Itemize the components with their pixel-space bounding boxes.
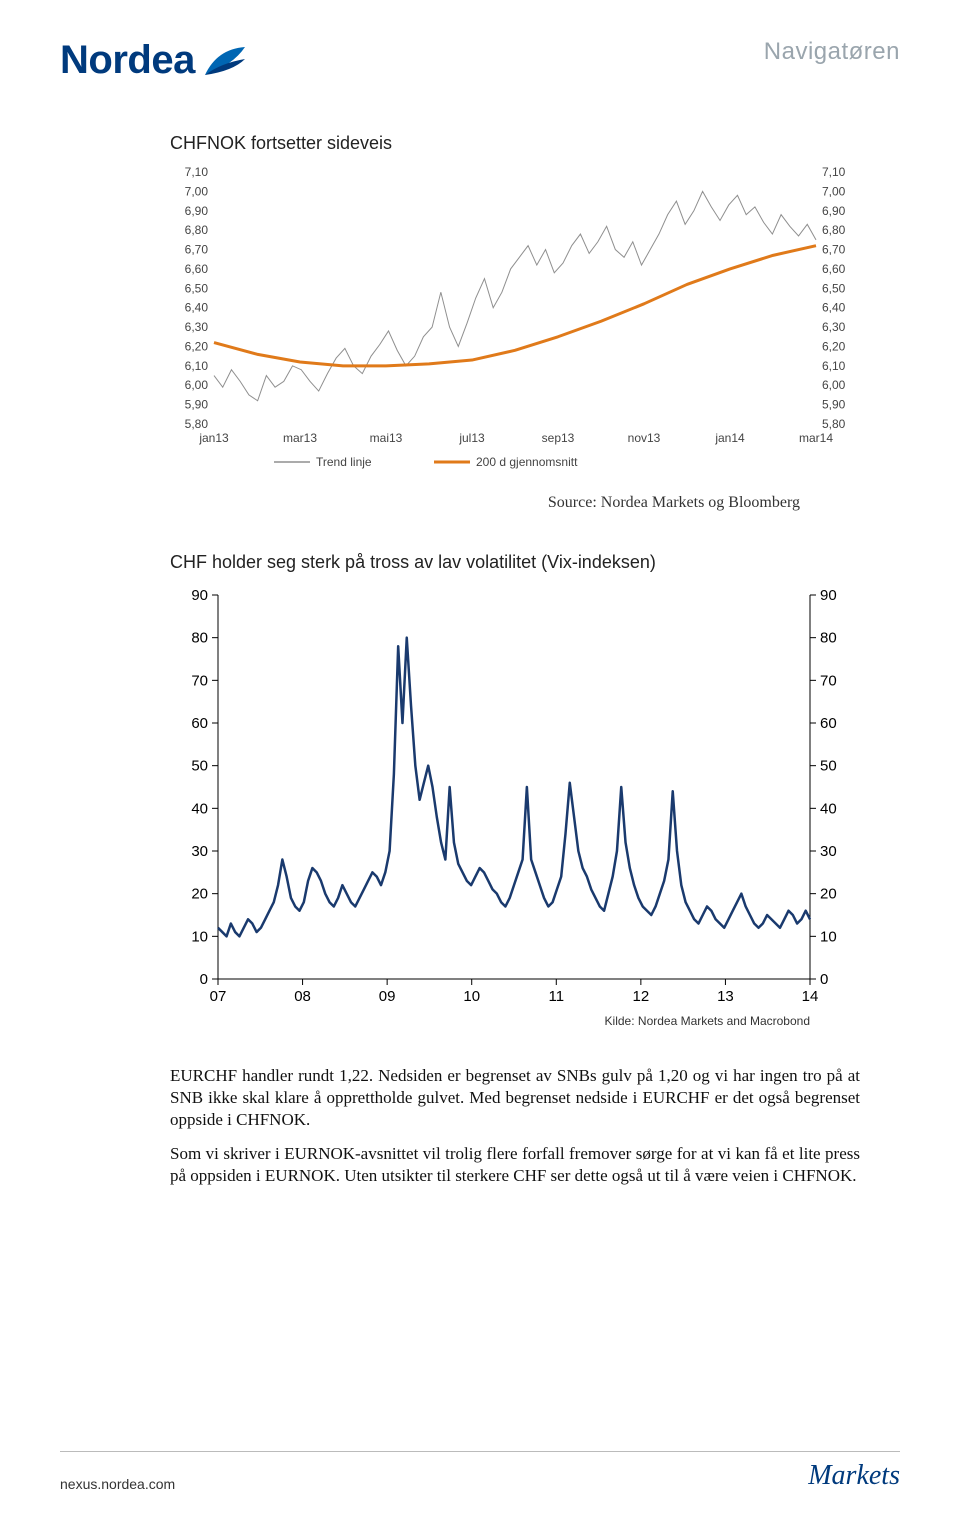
svg-text:30: 30 <box>820 843 837 860</box>
doc-label: Navigatøren <box>764 38 900 66</box>
svg-text:7,00: 7,00 <box>185 184 209 198</box>
svg-text:jan14: jan14 <box>714 431 745 445</box>
paragraph-1: EURCHF handler rundt 1,22. Nedsiden er b… <box>170 1065 860 1131</box>
svg-text:12: 12 <box>633 988 650 1005</box>
svg-text:5,80: 5,80 <box>185 417 209 431</box>
chart2: 9090808070706060505040403030202010100007… <box>170 585 860 1035</box>
svg-text:10: 10 <box>463 988 480 1005</box>
svg-text:sep13: sep13 <box>542 431 575 445</box>
chart2-title: CHF holder seg sterk på tross av lav vol… <box>170 552 860 573</box>
svg-text:5,80: 5,80 <box>822 417 846 431</box>
svg-text:mai13: mai13 <box>370 431 403 445</box>
brand-name: Nordea <box>60 38 195 83</box>
svg-text:80: 80 <box>820 630 837 647</box>
svg-text:0: 0 <box>820 971 828 988</box>
svg-text:mar13: mar13 <box>283 431 317 445</box>
svg-text:20: 20 <box>820 886 837 903</box>
svg-text:30: 30 <box>191 843 208 860</box>
svg-text:11: 11 <box>548 988 564 1005</box>
svg-text:6,60: 6,60 <box>185 262 209 276</box>
svg-text:jan13: jan13 <box>198 431 229 445</box>
svg-text:70: 70 <box>820 672 837 689</box>
chart1-title: CHFNOK fortsetter sideveis <box>170 133 860 154</box>
svg-text:6,90: 6,90 <box>185 204 209 218</box>
svg-text:0: 0 <box>200 971 208 988</box>
footer-brand: Markets <box>808 1460 900 1492</box>
svg-text:90: 90 <box>191 587 208 604</box>
svg-text:5,90: 5,90 <box>185 398 209 412</box>
svg-text:40: 40 <box>820 800 837 817</box>
svg-text:10: 10 <box>191 928 208 945</box>
svg-text:60: 60 <box>820 715 837 732</box>
svg-text:13: 13 <box>717 988 734 1005</box>
svg-text:Kilde: Nordea Markets and Macr: Kilde: Nordea Markets and Macrobond <box>605 1014 810 1028</box>
svg-text:10: 10 <box>820 928 837 945</box>
svg-text:7,00: 7,00 <box>822 184 846 198</box>
chart1-source: Source: Nordea Markets og Bloomberg <box>170 494 800 512</box>
svg-text:jul13: jul13 <box>458 431 485 445</box>
svg-text:50: 50 <box>191 758 208 775</box>
svg-text:7,10: 7,10 <box>822 166 846 179</box>
paragraph-2: Som vi skriver i EURNOK-avsnittet vil tr… <box>170 1143 860 1187</box>
svg-text:6,80: 6,80 <box>185 223 209 237</box>
svg-text:6,70: 6,70 <box>185 243 209 257</box>
svg-text:50: 50 <box>820 758 837 775</box>
svg-text:6,50: 6,50 <box>822 281 846 295</box>
svg-text:Trend linje: Trend linje <box>316 455 372 469</box>
svg-text:6,10: 6,10 <box>185 359 209 373</box>
svg-text:nov13: nov13 <box>628 431 661 445</box>
svg-text:08: 08 <box>294 988 311 1005</box>
svg-text:09: 09 <box>379 988 396 1005</box>
svg-text:6,80: 6,80 <box>822 223 846 237</box>
svg-text:6,10: 6,10 <box>822 359 846 373</box>
svg-text:200 d gjennomsnitt: 200 d gjennomsnitt <box>476 455 578 469</box>
svg-text:20: 20 <box>191 886 208 903</box>
sail-icon <box>203 45 247 77</box>
svg-text:14: 14 <box>802 988 819 1005</box>
svg-text:7,10: 7,10 <box>185 166 209 179</box>
svg-text:6,20: 6,20 <box>185 339 209 353</box>
footer: nexus.nordea.com Markets <box>60 1451 900 1492</box>
svg-text:6,90: 6,90 <box>822 204 846 218</box>
svg-text:90: 90 <box>820 587 837 604</box>
svg-text:6,00: 6,00 <box>185 378 209 392</box>
brand-logo: Nordea <box>60 38 247 83</box>
svg-text:40: 40 <box>191 800 208 817</box>
svg-text:6,00: 6,00 <box>822 378 846 392</box>
svg-text:07: 07 <box>210 988 227 1005</box>
svg-text:6,50: 6,50 <box>185 281 209 295</box>
svg-text:6,40: 6,40 <box>185 301 209 315</box>
svg-text:6,40: 6,40 <box>822 301 846 315</box>
svg-text:6,30: 6,30 <box>185 320 209 334</box>
svg-text:70: 70 <box>191 672 208 689</box>
svg-text:60: 60 <box>191 715 208 732</box>
svg-text:5,90: 5,90 <box>822 398 846 412</box>
chart1: 7,10 7,10 7,00 7,00 6,90 6,90 6,80 6,80 6,70 6,70… <box>170 166 860 476</box>
header: Nordea Navigatøren <box>60 38 900 83</box>
svg-text:6,20: 6,20 <box>822 339 846 353</box>
svg-text:6,60: 6,60 <box>822 262 846 276</box>
svg-text:6,30: 6,30 <box>822 320 846 334</box>
svg-text:mar14: mar14 <box>799 431 833 445</box>
svg-text:80: 80 <box>191 630 208 647</box>
footer-link: nexus.nordea.com <box>60 1476 175 1492</box>
svg-text:6,70: 6,70 <box>822 243 846 257</box>
